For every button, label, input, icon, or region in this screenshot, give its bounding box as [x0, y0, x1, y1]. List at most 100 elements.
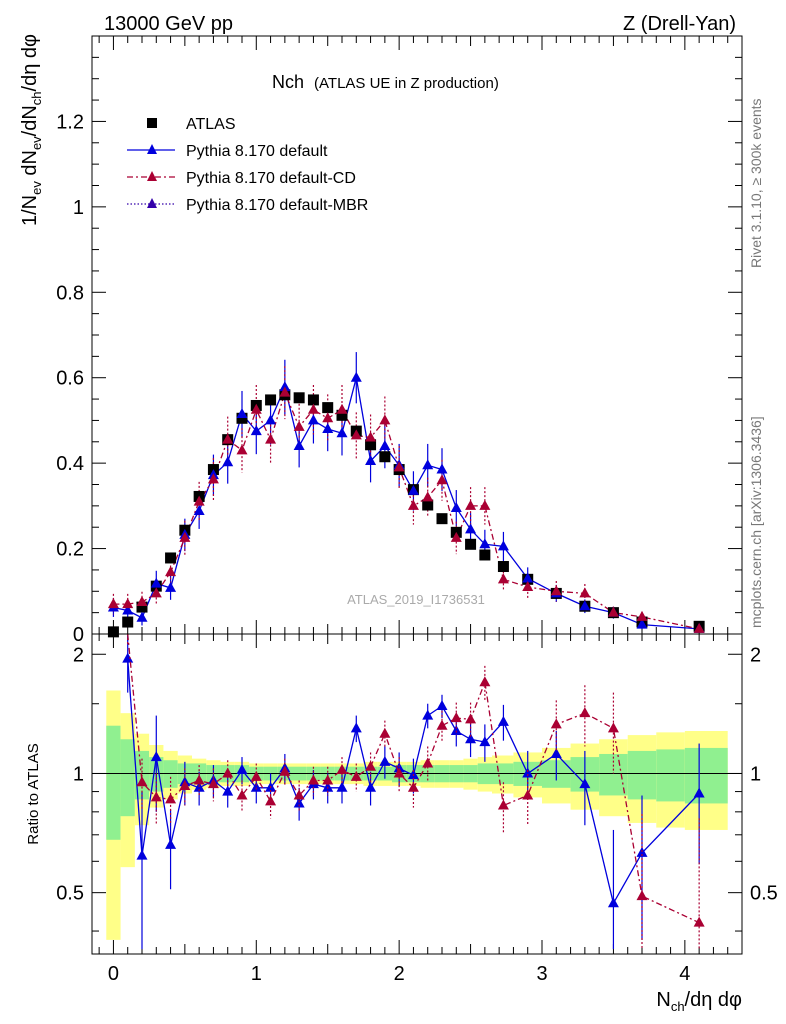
ratio-band-green — [656, 749, 685, 802]
series-point-2 — [122, 598, 134, 609]
series-point-2 — [465, 499, 477, 510]
atlas-data-point — [336, 409, 348, 421]
series-point-2 — [522, 581, 534, 592]
ratio-ytick-label-right: 1 — [750, 763, 761, 785]
series-point-2 — [393, 461, 405, 472]
legend: ATLAS Pythia 8.170 default Pythia 8.170 … — [127, 116, 368, 214]
series-point-1 — [150, 577, 162, 588]
ratio-point-2 — [336, 764, 348, 775]
series-point-1 — [379, 440, 391, 451]
ratio-band-green — [684, 747, 728, 804]
ratio-point-1 — [450, 725, 462, 736]
top-ylabel-p4: /dN — [19, 105, 41, 136]
mcplots-label: mcplots.cern.ch [arXiv:1306.3436] — [748, 416, 764, 628]
ratio-point-1 — [465, 733, 477, 744]
ratio-point-1 — [550, 747, 562, 758]
ratio-point-1 — [522, 767, 534, 778]
series-point-2 — [307, 403, 319, 414]
series-point-1 — [265, 414, 277, 425]
legend-marker-atlas — [147, 118, 157, 128]
legend-label-atlas: ATLAS — [186, 116, 236, 133]
ratio-point-2 — [636, 890, 648, 901]
ratio-point-1 — [222, 785, 234, 796]
series-point-2 — [236, 444, 248, 455]
series-point-1 — [465, 523, 477, 534]
top-ytick-label: 1 — [73, 197, 84, 219]
series-point-1 — [250, 425, 262, 436]
ratio-band-green — [627, 750, 657, 800]
ratio-point-1 — [236, 764, 248, 775]
series-point-2 — [250, 403, 262, 414]
series-line-1 — [113, 377, 700, 630]
atlas-data-point — [236, 412, 248, 424]
legend-marker-default — [147, 144, 157, 154]
series-point-2 — [379, 414, 391, 425]
series-point-1 — [436, 463, 448, 474]
legend-label-default: Pythia 8.170 default — [186, 143, 328, 160]
ratio-ylabel: Ratio to ATLAS — [25, 743, 42, 844]
series-point-1 — [479, 538, 491, 549]
legend-label-cd: Pythia 8.170 default-CD — [186, 170, 356, 187]
xlabel-tail: /dη dφ — [685, 989, 742, 1011]
ratio-point-1 — [479, 736, 491, 747]
ratio-point-2 — [165, 793, 177, 804]
ratio-ytick-label-right: 0.5 — [750, 883, 778, 905]
atlas-data-point — [293, 392, 305, 404]
ratio-point-2 — [222, 767, 234, 778]
rivet-label: Rivet 3.1.10, ≥ 300k events — [748, 98, 764, 268]
xtick-label: 2 — [394, 963, 405, 985]
series-point-1 — [122, 604, 134, 615]
series-point-2 — [336, 403, 348, 414]
chart-title-main: Nch — [272, 72, 304, 92]
ratio-point-2 — [465, 713, 477, 724]
ratio-point-2 — [236, 789, 248, 800]
series-point-2 — [450, 531, 462, 542]
atlas-data-point — [307, 394, 319, 406]
series-point-2 — [607, 606, 619, 617]
ratio-point-2 — [407, 781, 419, 792]
xlabel-sub: ch — [671, 999, 685, 1014]
top-panel: 0 0.2 0.4 0.6 0.8 1 1.2 Nch (ATLAS UE in Z pro… — [19, 34, 743, 646]
ratio-point-2 — [136, 776, 148, 787]
ratio-band-green — [120, 739, 135, 817]
ratio-point-2 — [693, 916, 705, 927]
ratio-point-2 — [422, 757, 434, 768]
ratio-point-1 — [350, 722, 362, 733]
series-point-2 — [479, 499, 491, 510]
ratio-point-2 — [450, 712, 462, 723]
atlas-data-point — [465, 538, 477, 550]
top-series — [107, 352, 705, 638]
xlabel-main: N — [656, 989, 670, 1011]
ratio-point-1 — [250, 781, 262, 792]
ratio-ytick-label-left: 0.5 — [56, 883, 84, 905]
header-left: 13000 GeV pp — [104, 13, 233, 35]
ratio-point-2 — [250, 770, 262, 781]
ratio-ytick-label-left: 2 — [73, 644, 84, 666]
series-point-1 — [579, 600, 591, 611]
top-ytick-label: 0 — [73, 624, 84, 646]
ratio-point-1 — [336, 781, 348, 792]
ratio-point-2 — [179, 779, 191, 790]
series-point-2 — [136, 595, 148, 606]
top-ytick-label: 0.4 — [56, 453, 84, 475]
series-point-1 — [236, 408, 248, 419]
atlas-data-point — [165, 552, 177, 564]
ratio-point-1 — [379, 755, 391, 766]
ratio-ytick-label-left: 1 — [73, 763, 84, 785]
atlas-data-point — [122, 616, 134, 628]
atlas-data-point — [136, 601, 148, 613]
top-ylabel-p0: 1/N — [19, 195, 41, 226]
chart-title: Nch (ATLAS UE in Z production) — [272, 72, 499, 92]
xtick-label: 4 — [679, 963, 690, 985]
series-point-1 — [636, 618, 648, 629]
ratio-point-1 — [579, 778, 591, 789]
series-point-2 — [636, 610, 648, 621]
top-ytick-label: 0.8 — [56, 282, 84, 304]
atlas-data-point — [436, 513, 448, 525]
ratio-point-1 — [150, 751, 162, 762]
series-point-1 — [279, 381, 291, 392]
ratio-point-1 — [693, 787, 705, 798]
series-point-1 — [422, 459, 434, 470]
series-point-2 — [579, 587, 591, 598]
